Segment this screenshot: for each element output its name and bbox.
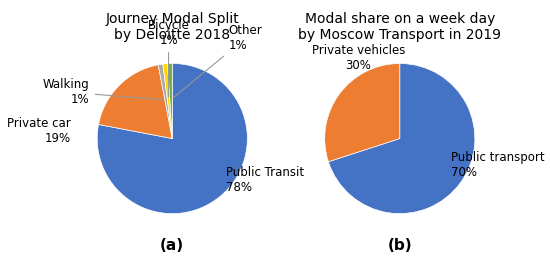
Title: Modal share on a week day
by Moscow Transport in 2019: Modal share on a week day by Moscow Tran… [298,12,501,42]
Text: Private vehicles
30%: Private vehicles 30% [312,45,405,73]
Text: Public Transit
78%: Public Transit 78% [227,166,305,194]
Text: Private car
19%: Private car 19% [7,117,71,145]
Wedge shape [324,64,400,162]
Wedge shape [97,64,248,214]
Wedge shape [168,64,172,139]
Text: Public transport
70%: Public transport 70% [451,151,544,179]
Wedge shape [98,65,172,139]
Text: Other
1%: Other 1% [173,24,262,98]
Wedge shape [158,64,172,139]
Text: (a): (a) [160,238,184,253]
Title: Journey Modal Split
by Deloitte 2018: Journey Modal Split by Deloitte 2018 [106,12,239,42]
Wedge shape [328,64,475,214]
Wedge shape [163,64,172,139]
Text: Walking
1%: Walking 1% [43,78,163,106]
Text: Bicycle
1%: Bicycle 1% [147,19,189,97]
Text: (b): (b) [387,238,412,253]
